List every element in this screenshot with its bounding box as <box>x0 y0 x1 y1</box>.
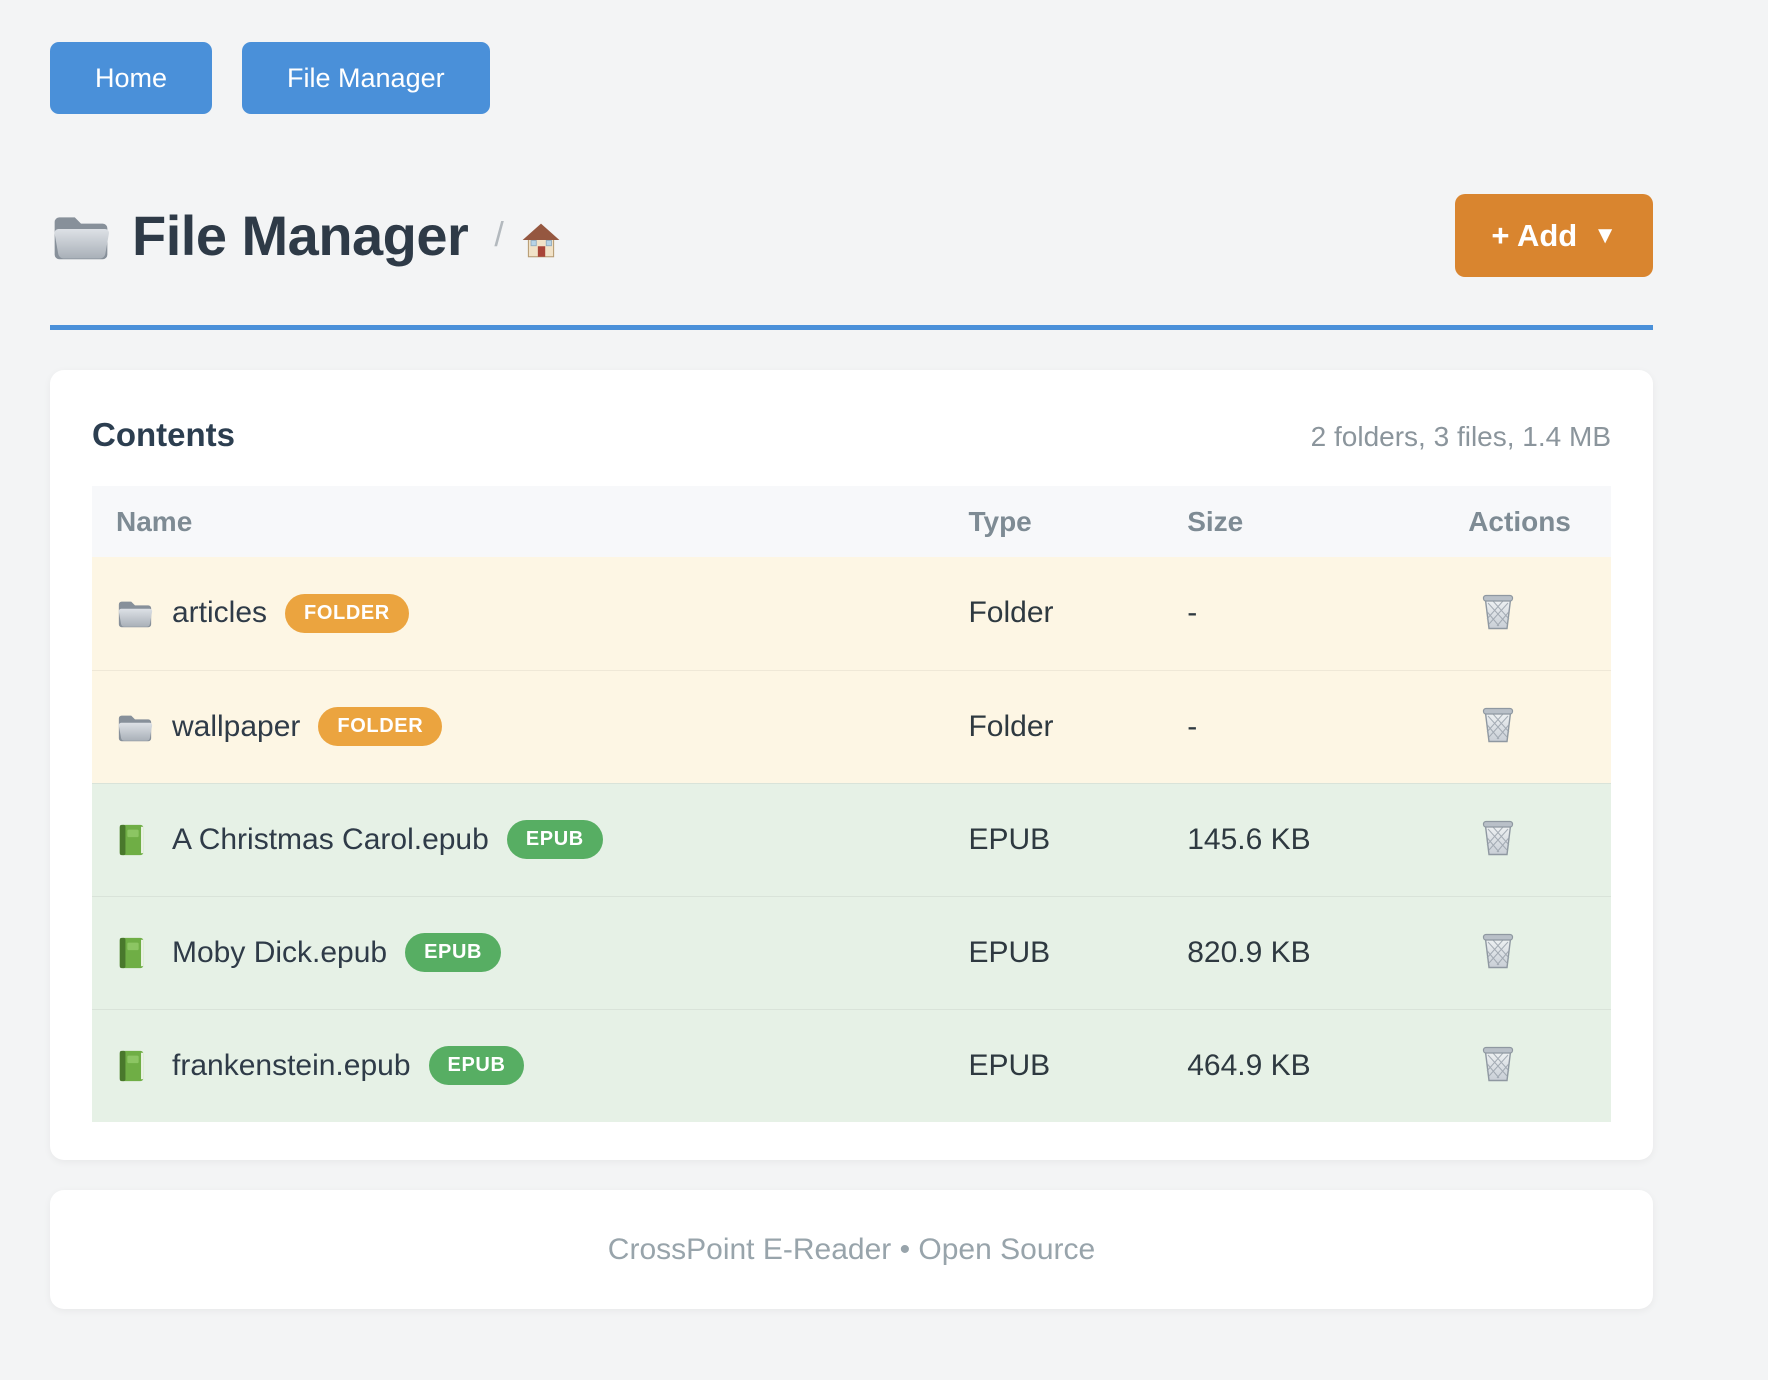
table-row[interactable]: A Christmas Carol.epub EPUB EPUB 145.6 K… <box>92 783 1611 896</box>
nav-home-button[interactable]: Home <box>50 42 213 114</box>
size-cell: 820.9 KB <box>1187 935 1311 969</box>
file-table: Name Type Size Actions articles FOLDER F… <box>92 486 1611 1122</box>
size-cell: 464.9 KB <box>1187 1048 1311 1082</box>
delete-button[interactable] <box>1480 704 1516 747</box>
size-cell: - <box>1187 596 1198 630</box>
delete-button[interactable] <box>1480 1043 1516 1086</box>
file-name[interactable]: Moby Dick.epub <box>172 935 388 969</box>
contents-heading: Contents <box>92 416 235 453</box>
file-name[interactable]: frankenstein.epub <box>172 1048 411 1082</box>
table-row[interactable]: frankenstein.epub EPUB EPUB 464.9 KB <box>92 1009 1611 1122</box>
table-header-row: Name Type Size Actions <box>92 486 1611 557</box>
file-name[interactable]: wallpaper <box>172 709 301 743</box>
type-cell: EPUB <box>968 822 1051 856</box>
house-icon[interactable] <box>520 221 562 261</box>
column-header-name: Name <box>92 486 969 557</box>
breadcrumb: File Manager / <box>50 203 562 268</box>
column-header-actions: Actions <box>1468 486 1611 557</box>
type-cell: Folder <box>968 596 1054 630</box>
page-title: File Manager <box>132 204 469 267</box>
type-badge: FOLDER <box>318 707 443 746</box>
column-header-size: Size <box>1187 486 1469 557</box>
page-header: File Manager / + Add ▼ <box>50 194 1653 277</box>
delete-button[interactable] <box>1480 817 1516 860</box>
book-icon <box>116 1049 154 1083</box>
caret-down-icon: ▼ <box>1593 221 1617 249</box>
delete-button[interactable] <box>1480 591 1516 634</box>
file-name[interactable]: articles <box>172 596 268 630</box>
size-cell: 145.6 KB <box>1187 822 1311 856</box>
column-header-type: Type <box>968 486 1188 557</box>
add-button-label: + Add <box>1491 217 1578 253</box>
type-badge: FOLDER <box>285 593 409 633</box>
trash-icon <box>1480 704 1516 747</box>
footer-text: CrossPoint E-Reader • Open Source <box>607 1232 1096 1266</box>
delete-button[interactable] <box>1480 930 1516 973</box>
breadcrumb-separator: / <box>494 216 504 254</box>
book-icon <box>116 823 154 857</box>
folder-icon <box>50 209 112 263</box>
add-button[interactable]: + Add ▼ <box>1455 194 1653 277</box>
table-row[interactable]: Moby Dick.epub EPUB EPUB 820.9 KB <box>92 896 1611 1009</box>
contents-card: Contents 2 folders, 3 files, 1.4 MB Name… <box>50 370 1653 1160</box>
trash-icon <box>1480 1043 1516 1086</box>
nav-file-manager-button[interactable]: File Manager <box>242 42 490 114</box>
title-divider <box>50 325 1653 330</box>
table-row[interactable]: wallpaper FOLDER Folder - <box>92 670 1611 783</box>
book-icon <box>116 936 154 970</box>
page: Home File Manager File Manager / + Add ▼… <box>50 0 1653 1309</box>
footer: CrossPoint E-Reader • Open Source <box>50 1190 1653 1309</box>
type-cell: EPUB <box>968 935 1051 969</box>
type-badge: EPUB <box>428 1046 525 1086</box>
type-badge: EPUB <box>506 820 603 859</box>
size-cell: - <box>1187 709 1198 743</box>
folder-icon <box>116 710 154 744</box>
table-row[interactable]: articles FOLDER Folder - <box>92 557 1611 670</box>
folder-icon <box>116 596 154 630</box>
trash-icon <box>1480 591 1516 634</box>
trash-icon <box>1480 930 1516 973</box>
trash-icon <box>1480 817 1516 860</box>
type-cell: EPUB <box>968 1048 1051 1082</box>
file-name[interactable]: A Christmas Carol.epub <box>172 822 489 856</box>
type-badge: EPUB <box>405 933 502 972</box>
top-nav: Home File Manager <box>50 0 1653 114</box>
type-cell: Folder <box>968 709 1054 743</box>
contents-summary: 2 folders, 3 files, 1.4 MB <box>1310 421 1611 452</box>
